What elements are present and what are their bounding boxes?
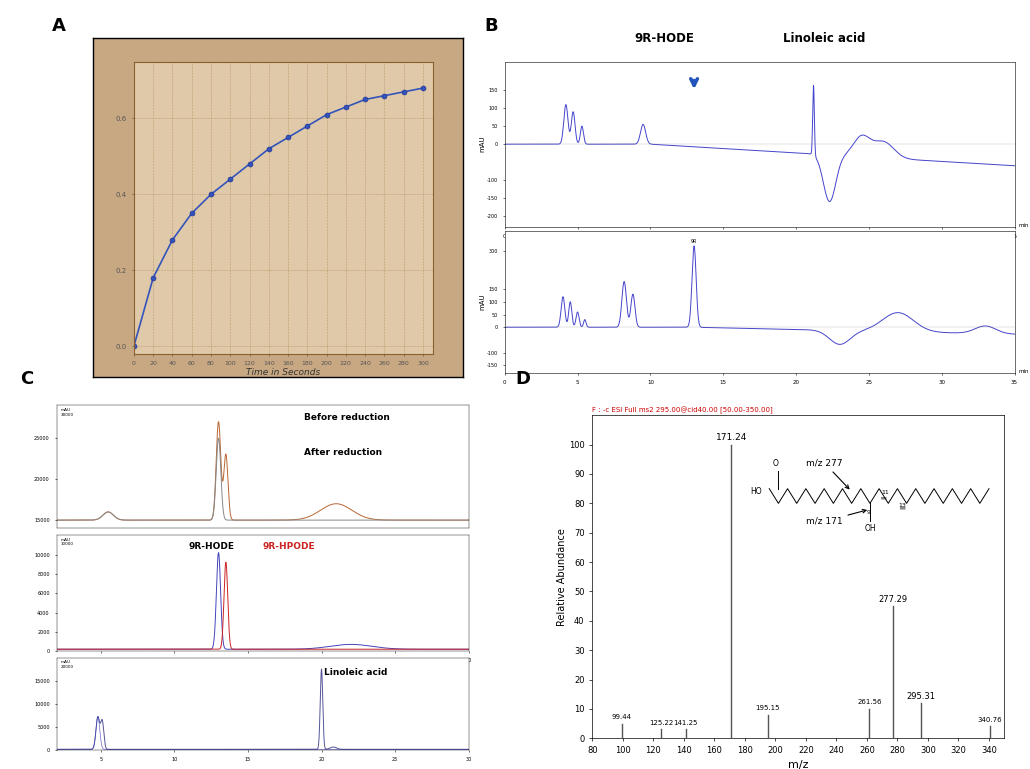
Text: 125.22: 125.22	[649, 720, 674, 726]
Text: 11: 11	[882, 490, 889, 494]
Text: B: B	[484, 17, 497, 35]
Text: ||: ||	[899, 505, 904, 509]
Text: mAU
10000: mAU 10000	[61, 538, 74, 546]
Text: 9R-HPODE: 9R-HPODE	[263, 542, 315, 551]
Text: 9: 9	[866, 510, 870, 514]
Text: 340.76: 340.76	[977, 717, 1002, 723]
Text: C: C	[21, 371, 34, 388]
Y-axis label: mAU: mAU	[479, 136, 485, 152]
Text: F : -c ESI Full ms2 295.00@cid40.00 [50.00-350.00]: F : -c ESI Full ms2 295.00@cid40.00 [50.…	[592, 407, 772, 414]
Text: 99.44: 99.44	[612, 714, 632, 720]
X-axis label: Time in Seconds: Time in Seconds	[246, 368, 320, 378]
Text: Before reduction: Before reduction	[304, 413, 389, 422]
Text: 261.56: 261.56	[857, 700, 882, 705]
Y-axis label: mAU: mAU	[479, 294, 485, 310]
Text: OH: OH	[864, 524, 876, 533]
Text: ||: ||	[881, 494, 887, 499]
Text: min: min	[1019, 223, 1029, 228]
Text: 9R: 9R	[691, 239, 697, 245]
Text: HO: HO	[750, 487, 761, 496]
Text: 295.31: 295.31	[906, 691, 935, 701]
Text: D: D	[515, 371, 530, 388]
Text: 141.25: 141.25	[674, 720, 698, 726]
X-axis label: m/z: m/z	[788, 761, 809, 769]
Y-axis label: Relative Abundance: Relative Abundance	[557, 528, 568, 626]
Text: min: min	[1019, 369, 1029, 374]
Text: mAU
30000: mAU 30000	[61, 408, 74, 417]
Text: mAU
20000: mAU 20000	[61, 660, 74, 668]
Text: 9R-HODE: 9R-HODE	[188, 542, 235, 551]
Text: m/z 171: m/z 171	[805, 509, 866, 526]
Text: 9R-HODE: 9R-HODE	[634, 32, 694, 45]
Text: O: O	[772, 459, 779, 468]
Text: 195.15: 195.15	[756, 705, 780, 711]
Text: 171.24: 171.24	[716, 433, 747, 442]
Text: A: A	[52, 17, 65, 35]
Text: 13: 13	[898, 504, 906, 508]
Text: Linoleic acid: Linoleic acid	[783, 32, 865, 45]
Text: After reduction: After reduction	[304, 448, 382, 457]
Text: 277.29: 277.29	[879, 594, 907, 604]
Text: Linoleic acid: Linoleic acid	[324, 667, 388, 677]
Text: m/z 277: m/z 277	[805, 458, 849, 488]
